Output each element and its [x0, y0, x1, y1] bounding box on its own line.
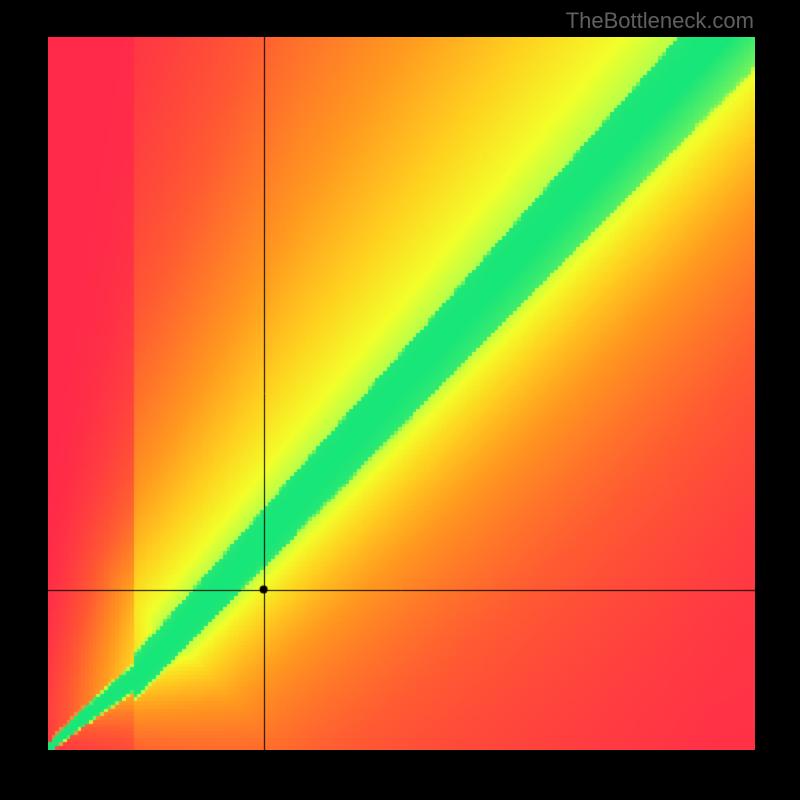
- chart-stage: TheBottleneck.com: [0, 0, 800, 800]
- watermark-text: TheBottleneck.com: [566, 8, 754, 34]
- bottleneck-heatmap: [48, 37, 755, 750]
